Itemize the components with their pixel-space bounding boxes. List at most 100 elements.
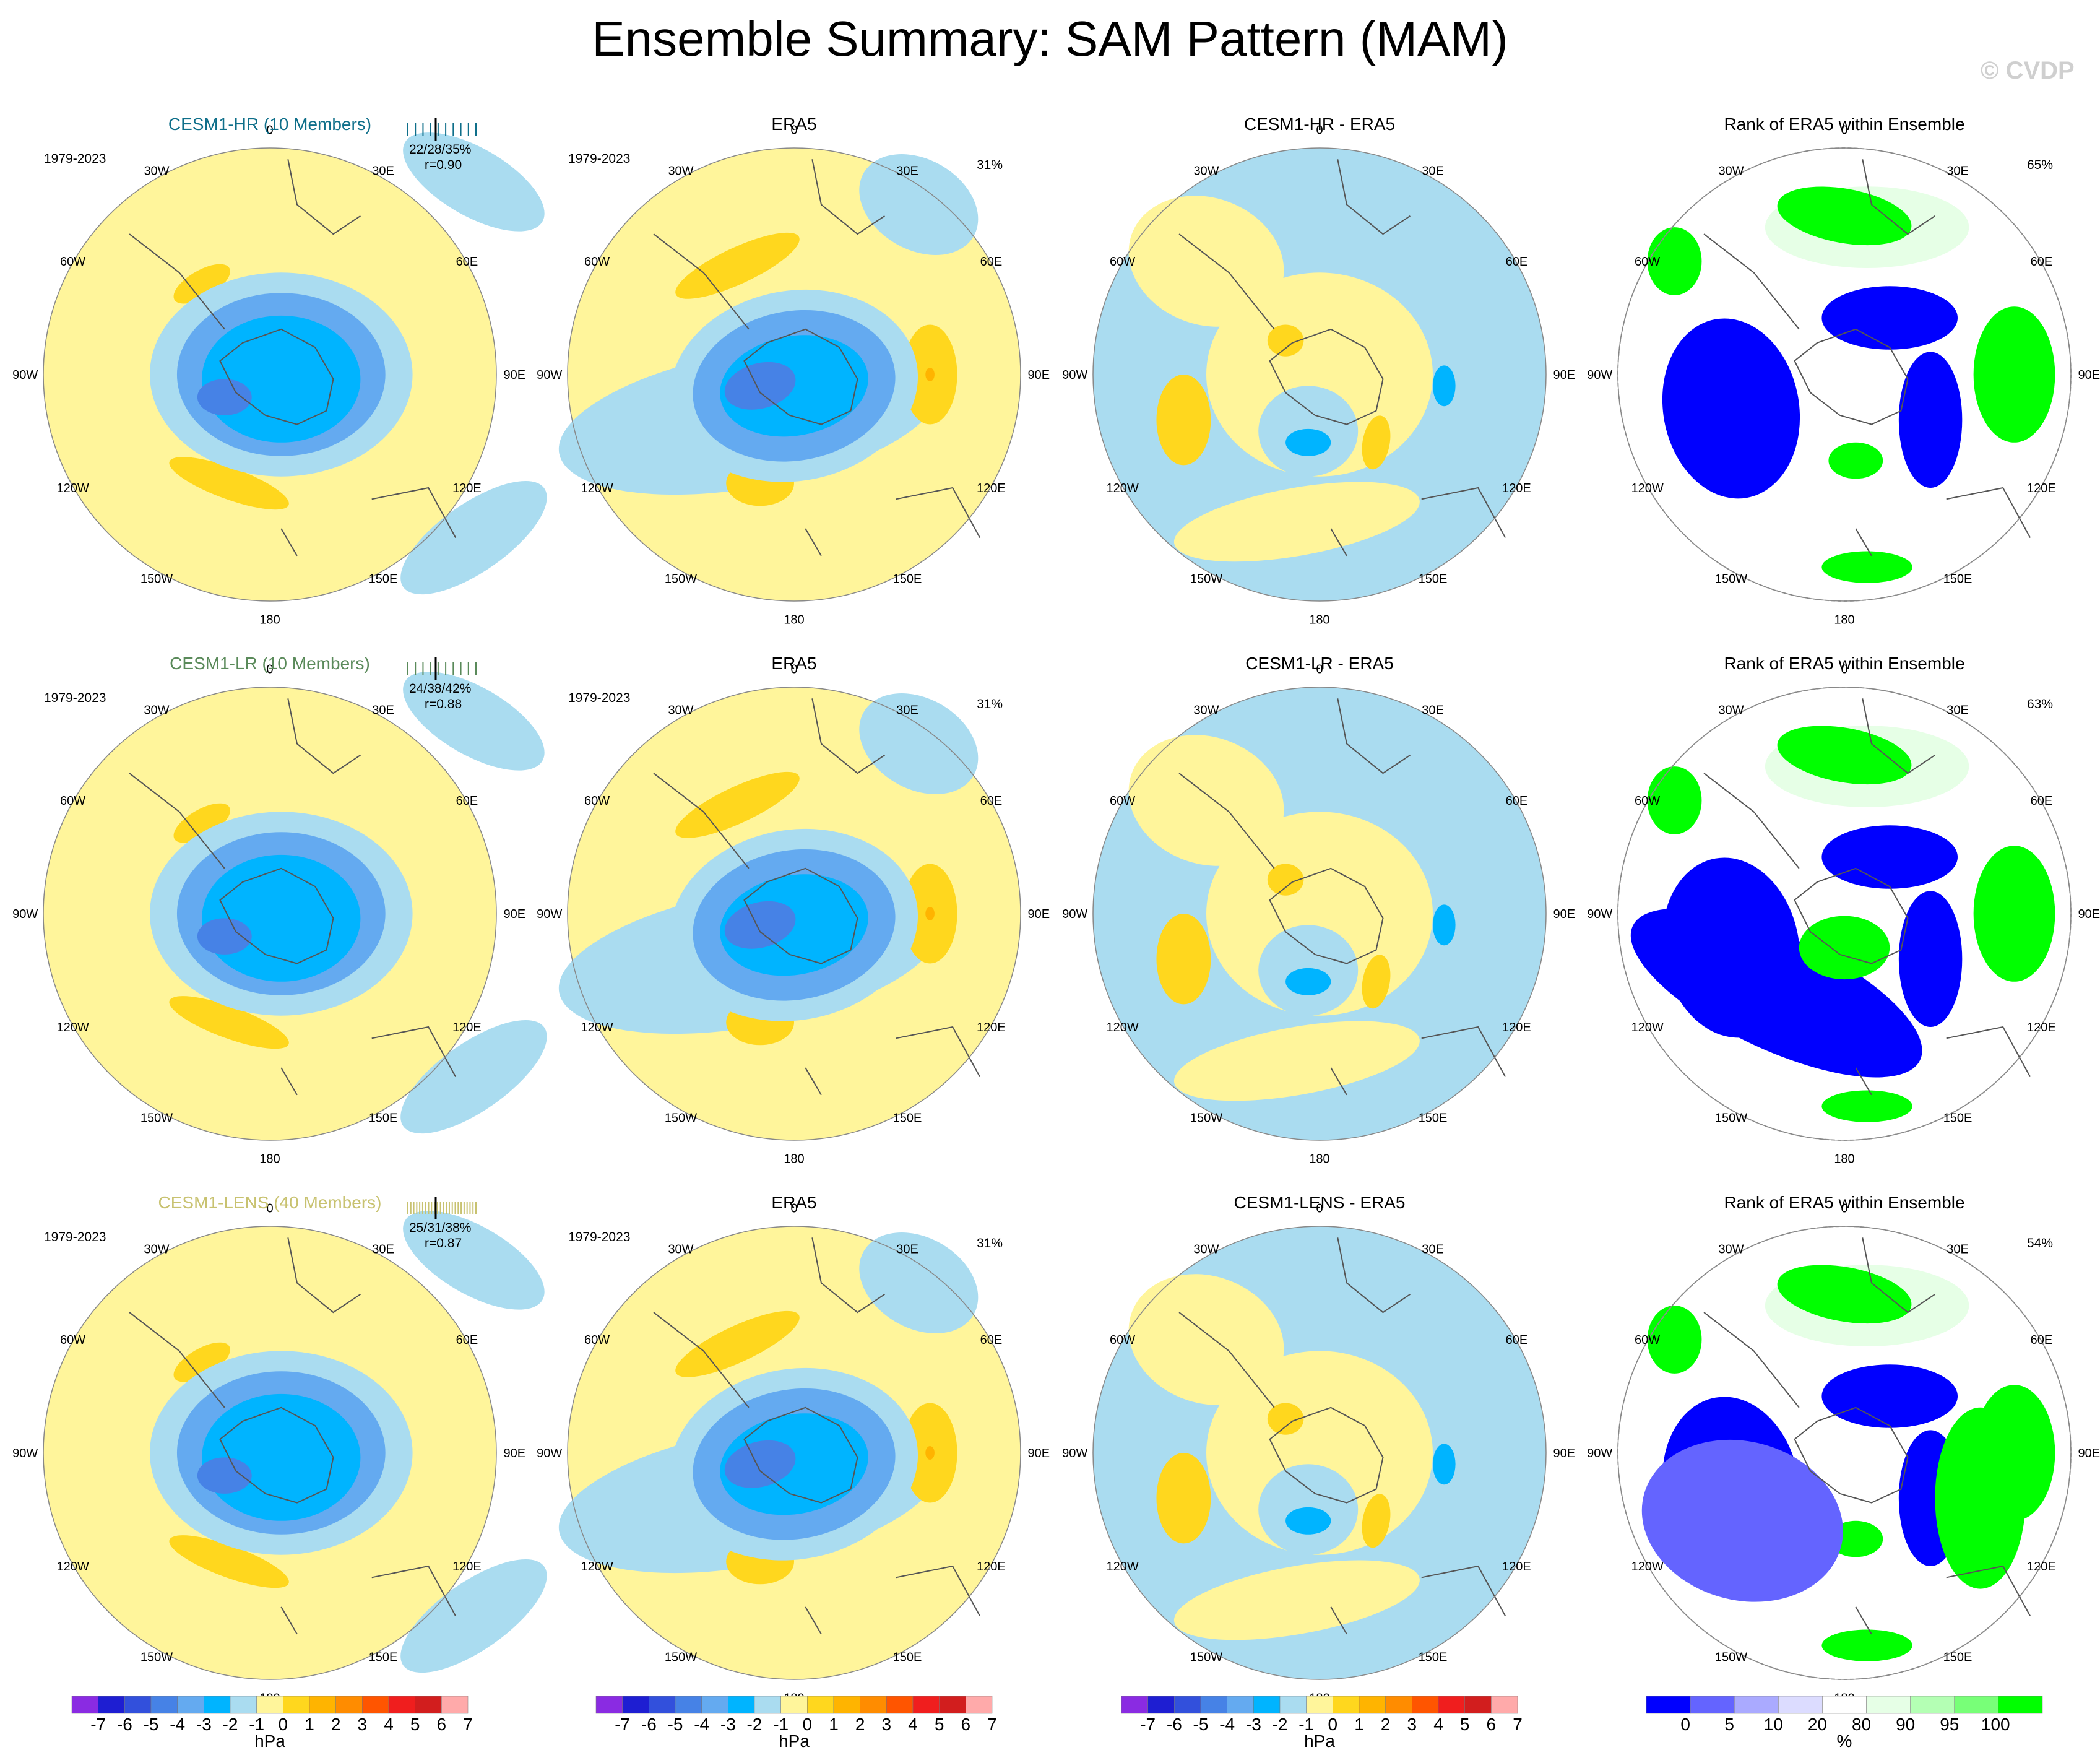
longitude-label: 60E	[1506, 794, 1528, 808]
longitude-label: 150E	[1419, 1650, 1448, 1664]
colorbar-tick-label: -7	[90, 1715, 106, 1734]
longitude-label: 60W	[1635, 794, 1660, 808]
rank-percent: 54%	[2027, 1236, 2054, 1250]
positive-anomaly	[1267, 864, 1304, 896]
colorbar-swatch	[1690, 1696, 1735, 1714]
longitude-label: 180	[1309, 613, 1329, 626]
colorbar-swatch	[1333, 1696, 1360, 1714]
colorbar-tick-label: -1	[773, 1715, 789, 1734]
longitude-label: 120W	[1631, 1021, 1663, 1034]
australia-coastline	[1946, 1565, 2031, 1616]
colorbar-swatch	[939, 1696, 966, 1714]
map-outline	[43, 1226, 497, 1680]
colorbar-swatch	[309, 1696, 336, 1714]
antarctica-coastline	[1794, 328, 1909, 425]
positive-anomaly	[1173, 1021, 1420, 1101]
longitude-label: 30W	[144, 165, 169, 178]
rank-panel-title: Rank of ERA5 within Ensemble	[1724, 115, 1965, 134]
positive-anomaly	[173, 264, 230, 304]
colorbar-swatch	[675, 1696, 702, 1714]
colorbar-swatch	[1438, 1696, 1465, 1714]
positive-anomaly	[1128, 196, 1284, 327]
colorbar-tick-label: 95	[1940, 1715, 1960, 1734]
longitude-label: 90W	[12, 368, 38, 382]
positive-anomaly	[1128, 1274, 1284, 1405]
colorbar-tick-label: -5	[1193, 1715, 1209, 1734]
longitude-label: 150E	[1943, 1111, 1973, 1125]
colorbar-tick-label: -4	[1219, 1715, 1235, 1734]
longitude-label: 150W	[1190, 572, 1222, 586]
longitude-label: 120W	[56, 1560, 89, 1574]
pattern-stats: 24/38/42%	[409, 682, 472, 696]
new-zealand-coastline	[805, 528, 822, 557]
longitude-label: 60W	[1110, 794, 1135, 808]
africa-coastline	[287, 698, 361, 774]
positive-anomaly	[675, 771, 800, 838]
positive-anomaly	[925, 1446, 935, 1460]
longitude-label: 150E	[1943, 572, 1973, 586]
colorbar-tick-label: -6	[116, 1715, 132, 1734]
colorbar-swatch	[98, 1696, 125, 1714]
period-label: 1979-2023	[568, 152, 631, 166]
longitude-label: 120E	[977, 1560, 1006, 1574]
antarctica-coastline	[219, 1406, 334, 1504]
colorbar-swatch	[886, 1696, 914, 1714]
colorbar-swatch	[1174, 1696, 1201, 1714]
negative-anomaly	[403, 1211, 545, 1310]
south-america-coastline	[1178, 773, 1275, 869]
difference-panel-title: CESM1-LENS - ERA5	[1234, 1193, 1406, 1212]
colorbar-swatch	[335, 1696, 363, 1714]
longitude-label: 150W	[665, 1650, 697, 1664]
south-america-coastline	[129, 233, 225, 330]
longitude-label: 150E	[893, 1111, 922, 1125]
rank-low	[1898, 352, 1963, 488]
map-panel-r2-c2: 0 30E 60E 90E 120E 150E 180 150W 120W 90W 60W 30W	[537, 663, 1050, 1166]
africa-coastline	[1862, 698, 1935, 774]
longitude-label: 120E	[1502, 482, 1531, 495]
map-panel-r2-c1: 0 30E 60E 90E 120E 150E 180 150W 120W 90W 60W 30W	[12, 663, 547, 1166]
australia-coastline	[1946, 487, 2031, 538]
positive-anomaly	[1173, 482, 1420, 562]
new-zealand-coastline	[1330, 528, 1347, 557]
africa-coastline	[287, 1237, 361, 1314]
negative-anomaly	[859, 1232, 979, 1334]
map-outline	[1092, 147, 1547, 602]
antarctica-coastline	[219, 867, 334, 964]
era5-percent-variance: 31%	[977, 1236, 1003, 1250]
longitude-label: 90E	[1027, 368, 1050, 382]
longitude-label: 150E	[369, 572, 398, 586]
longitude-label: 90E	[1553, 907, 1575, 921]
longitude-label: 120W	[581, 482, 613, 495]
rank-low	[1821, 825, 1958, 889]
australia-coastline	[371, 1026, 456, 1077]
longitude-label: 150W	[140, 1111, 173, 1125]
pattern-correlation: r=0.88	[425, 697, 462, 711]
antarctica-coastline	[1269, 328, 1384, 425]
rank-high	[1647, 227, 1702, 295]
longitude-label: 150E	[1943, 1650, 1973, 1664]
longitude-label: 60W	[60, 1333, 85, 1347]
map-outline	[1092, 1226, 1547, 1680]
colorbar-units: hPa	[1304, 1731, 1335, 1751]
longitude-label: 150E	[369, 1650, 398, 1664]
longitude-label: 90E	[2078, 907, 2100, 921]
africa-coastline	[1337, 698, 1411, 774]
longitude-label: 120E	[452, 1560, 482, 1574]
australia-coastline	[1421, 1026, 1506, 1077]
longitude-label: 90W	[537, 907, 562, 921]
longitude-label: 30E	[1947, 1243, 1969, 1257]
colorbar-swatch	[754, 1696, 781, 1714]
longitude-label: 120E	[452, 482, 482, 495]
longitude-label: 30E	[1422, 1243, 1444, 1257]
colorbar-swatch	[388, 1696, 415, 1714]
rank-high	[1799, 916, 1890, 980]
colorbar-swatch	[833, 1696, 860, 1714]
longitude-label: 30W	[1718, 704, 1744, 717]
colorbar-swatch	[595, 1696, 623, 1714]
longitude-label: 0	[790, 663, 797, 677]
longitude-label: 30W	[1193, 1243, 1219, 1257]
